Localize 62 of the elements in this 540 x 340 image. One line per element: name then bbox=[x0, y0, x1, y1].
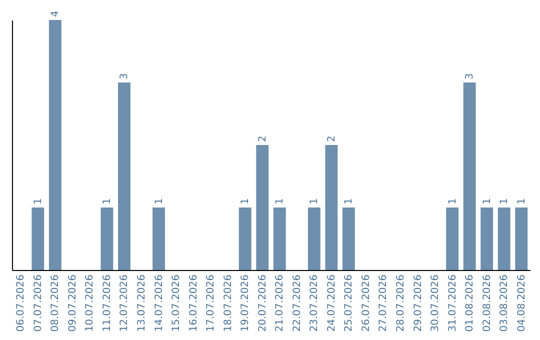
x-tick-label: 07.07.2026 bbox=[32, 274, 44, 332]
x-tick-label: 22.07.2026 bbox=[292, 274, 303, 332]
x-tick-label: 08.07.2026 bbox=[50, 274, 62, 332]
x-tick-label: 10.07.2026 bbox=[84, 274, 96, 332]
data-label: 1 bbox=[274, 198, 286, 204]
bar bbox=[515, 208, 528, 270]
bar bbox=[446, 208, 459, 270]
bar bbox=[48, 20, 62, 270]
x-tick-label: 29.07.2026 bbox=[412, 274, 424, 332]
data-label: 2 bbox=[257, 136, 268, 142]
x-tick-label: 15.07.2026 bbox=[171, 274, 182, 332]
data-label: 1 bbox=[32, 198, 44, 204]
bar bbox=[273, 208, 286, 270]
bar bbox=[308, 208, 320, 270]
data-label: 1 bbox=[516, 198, 528, 204]
x-tick-label: 02.08.2026 bbox=[482, 274, 493, 332]
bar bbox=[238, 208, 252, 270]
x-tick-label: 11.07.2026 bbox=[102, 274, 113, 332]
bar bbox=[325, 145, 338, 270]
x-tick-label: 25.07.2026 bbox=[344, 274, 355, 332]
data-label: 1 bbox=[240, 198, 252, 204]
x-tick-label: 30.07.2026 bbox=[430, 274, 442, 332]
x-tick-label: 12.07.2026 bbox=[119, 274, 130, 332]
x-tick-label: 23.07.2026 bbox=[309, 274, 320, 332]
x-tick-label: 14.07.2026 bbox=[154, 274, 165, 332]
x-tick-label: 24.07.2026 bbox=[326, 274, 338, 332]
x-tick-label: 01.08.2026 bbox=[464, 274, 476, 332]
data-label: 1 bbox=[482, 198, 493, 204]
x-tick-label: 03.08.2026 bbox=[499, 274, 510, 332]
data-label: 1 bbox=[447, 198, 458, 204]
data-label: 1 bbox=[102, 198, 113, 204]
x-tick-label: 27.07.2026 bbox=[378, 274, 390, 332]
x-tick-label: 16.07.2026 bbox=[188, 274, 200, 332]
x-tick-label: 06.07.2026 bbox=[16, 274, 27, 332]
bar bbox=[256, 145, 269, 270]
x-tick-label: 04.08.2026 bbox=[516, 274, 528, 332]
data-label: 1 bbox=[344, 198, 355, 204]
bar bbox=[152, 208, 165, 270]
bar bbox=[480, 208, 494, 270]
bar bbox=[118, 82, 130, 270]
x-tick-label: 13.07.2026 bbox=[136, 274, 148, 332]
x-tick-label: 31.07.2026 bbox=[447, 274, 458, 332]
data-label: 2 bbox=[326, 136, 338, 142]
x-tick-label: 17.07.2026 bbox=[206, 274, 217, 332]
bar bbox=[342, 208, 355, 270]
data-label: 3 bbox=[464, 73, 476, 80]
x-tick-label: 21.07.2026 bbox=[274, 274, 286, 332]
bar bbox=[32, 208, 44, 270]
x-tick-label: 26.07.2026 bbox=[360, 274, 372, 332]
x-tick-label: 28.07.2026 bbox=[396, 274, 406, 332]
bar bbox=[463, 82, 476, 270]
x-tick-label: 20.07.2026 bbox=[257, 274, 268, 332]
bar bbox=[100, 208, 114, 270]
data-label: 1 bbox=[309, 198, 320, 204]
bar bbox=[498, 208, 510, 270]
x-tick-label: 19.07.2026 bbox=[240, 274, 252, 332]
data-label: 4 bbox=[50, 10, 62, 17]
data-label: 3 bbox=[119, 73, 130, 80]
x-tick-label: 09.07.2026 bbox=[67, 274, 78, 332]
x-tick-label: 18.07.2026 bbox=[222, 274, 234, 332]
data-label: 1 bbox=[499, 198, 510, 204]
data-label: 1 bbox=[154, 198, 165, 204]
